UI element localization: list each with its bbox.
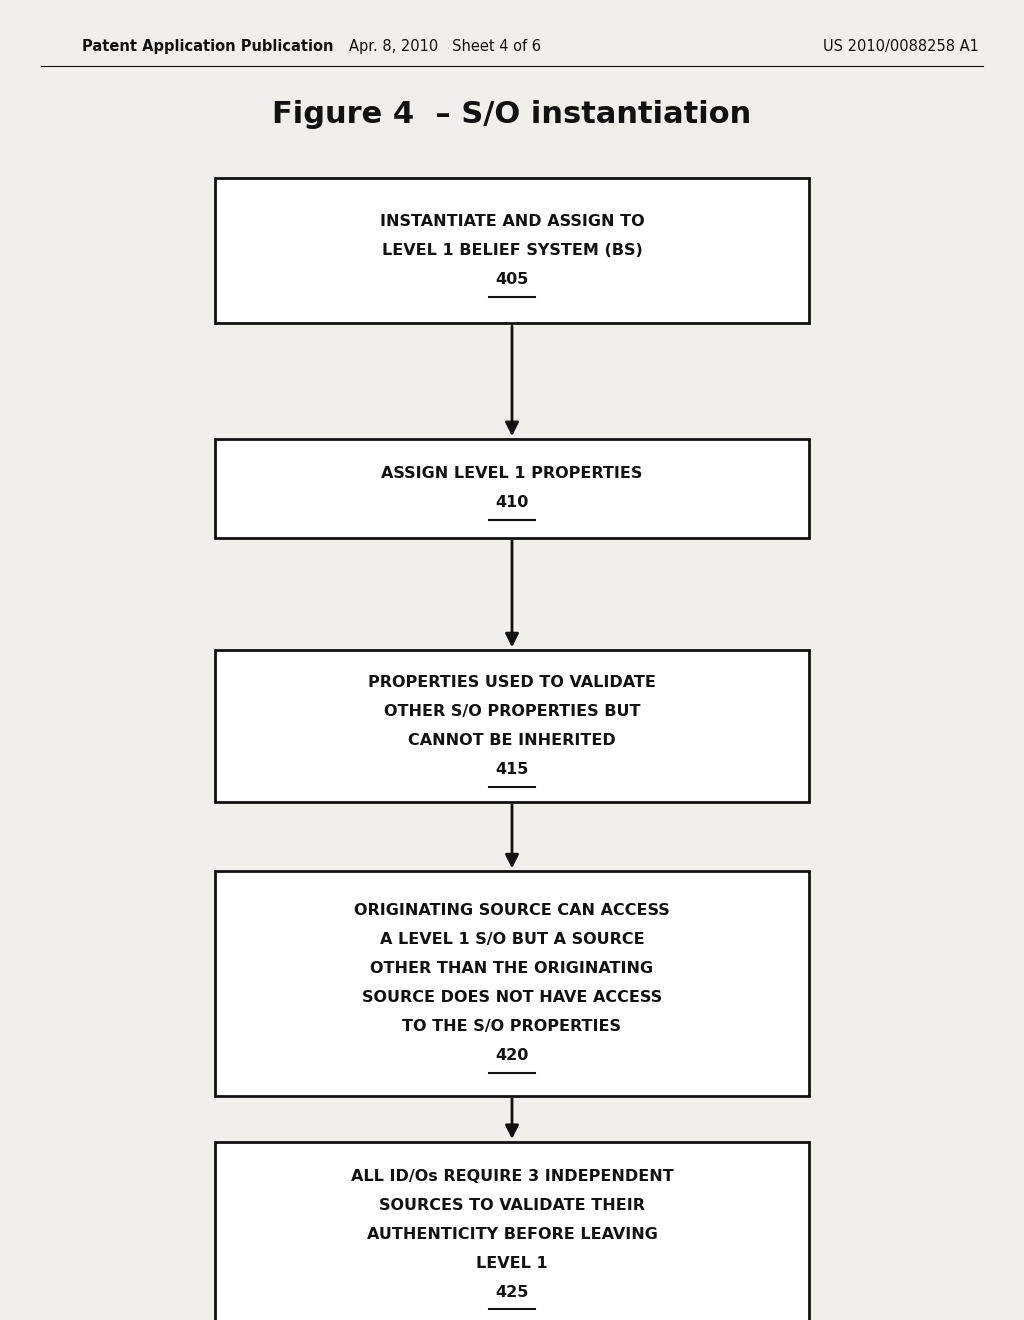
Text: A LEVEL 1 S/O BUT A SOURCE: A LEVEL 1 S/O BUT A SOURCE [380, 932, 644, 948]
FancyBboxPatch shape [215, 178, 809, 323]
Text: Apr. 8, 2010   Sheet 4 of 6: Apr. 8, 2010 Sheet 4 of 6 [349, 38, 542, 54]
Text: PROPERTIES USED TO VALIDATE: PROPERTIES USED TO VALIDATE [368, 675, 656, 690]
Text: US 2010/0088258 A1: US 2010/0088258 A1 [823, 38, 979, 54]
Text: OTHER S/O PROPERTIES BUT: OTHER S/O PROPERTIES BUT [384, 704, 640, 719]
Text: AUTHENTICITY BEFORE LEAVING: AUTHENTICITY BEFORE LEAVING [367, 1226, 657, 1242]
Text: INSTANTIATE AND ASSIGN TO: INSTANTIATE AND ASSIGN TO [380, 214, 644, 230]
Text: 425: 425 [496, 1284, 528, 1300]
Text: LEVEL 1 BELIEF SYSTEM (BS): LEVEL 1 BELIEF SYSTEM (BS) [382, 243, 642, 259]
Text: 405: 405 [496, 272, 528, 288]
Text: 415: 415 [496, 762, 528, 777]
Text: ASSIGN LEVEL 1 PROPERTIES: ASSIGN LEVEL 1 PROPERTIES [381, 466, 643, 482]
FancyBboxPatch shape [215, 871, 809, 1096]
Text: CANNOT BE INHERITED: CANNOT BE INHERITED [409, 733, 615, 748]
FancyBboxPatch shape [215, 1142, 809, 1320]
Text: SOURCE DOES NOT HAVE ACCESS: SOURCE DOES NOT HAVE ACCESS [361, 990, 663, 1006]
Text: LEVEL 1: LEVEL 1 [476, 1255, 548, 1271]
Text: SOURCES TO VALIDATE THEIR: SOURCES TO VALIDATE THEIR [379, 1197, 645, 1213]
Text: TO THE S/O PROPERTIES: TO THE S/O PROPERTIES [402, 1019, 622, 1035]
Text: 420: 420 [496, 1048, 528, 1064]
FancyBboxPatch shape [215, 649, 809, 801]
Text: OTHER THAN THE ORIGINATING: OTHER THAN THE ORIGINATING [371, 961, 653, 977]
Text: Patent Application Publication: Patent Application Publication [82, 38, 334, 54]
Text: 410: 410 [496, 495, 528, 511]
Text: ALL ID/Os REQUIRE 3 INDEPENDENT: ALL ID/Os REQUIRE 3 INDEPENDENT [350, 1168, 674, 1184]
FancyBboxPatch shape [215, 438, 809, 539]
Text: ORIGINATING SOURCE CAN ACCESS: ORIGINATING SOURCE CAN ACCESS [354, 903, 670, 919]
Text: Figure 4  – S/O instantiation: Figure 4 – S/O instantiation [272, 100, 752, 129]
